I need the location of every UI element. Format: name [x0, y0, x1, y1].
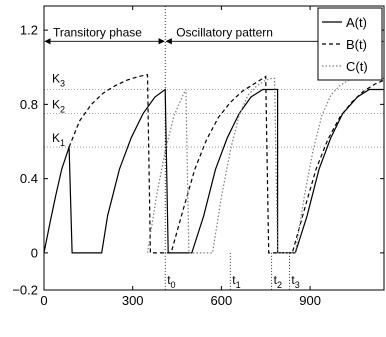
K3: K3: [52, 72, 65, 89]
annotations: K1 K2 K3 t0 t1 t2 t3 Transitory phase Oscillator…: [44, 25, 384, 290]
phase-label: Oscillatory pattern: [176, 25, 273, 39]
x-tick-label: 0: [40, 293, 47, 308]
K2: K2: [52, 98, 65, 115]
t2: t2: [274, 273, 282, 290]
t3: t3: [291, 273, 299, 290]
x-tick-label: 900: [299, 293, 321, 308]
phase-label: Transitory phase: [53, 25, 142, 39]
guide-lines: [44, 6, 384, 290]
y-tick-label: 0: [31, 245, 38, 260]
y-tick-label: 1.2: [20, 23, 38, 38]
series-group: [43, 73, 385, 254]
legend-box: [317, 7, 383, 81]
y-tick-label: 0.8: [20, 97, 38, 112]
axes: 0 300 600 900−0.200.40.81.2: [12, 6, 384, 308]
series-line-bt: [68, 73, 385, 254]
legend: A(t) B(t) C(t): [317, 7, 383, 81]
legend-entry: A(t): [346, 15, 367, 30]
x-tick-label: 600: [211, 293, 233, 308]
t0: t0: [167, 273, 175, 290]
legend-entry: C(t): [346, 59, 368, 74]
t1: t1: [232, 273, 240, 290]
y-tick-label: 0.4: [20, 171, 38, 186]
series-line-at: [43, 88, 384, 254]
plot-frame: [43, 5, 385, 291]
legend-entry: B(t): [346, 37, 367, 52]
K1: K1: [52, 131, 65, 148]
y-tick-label: −0.2: [12, 283, 38, 298]
x-tick-label: 300: [122, 293, 144, 308]
